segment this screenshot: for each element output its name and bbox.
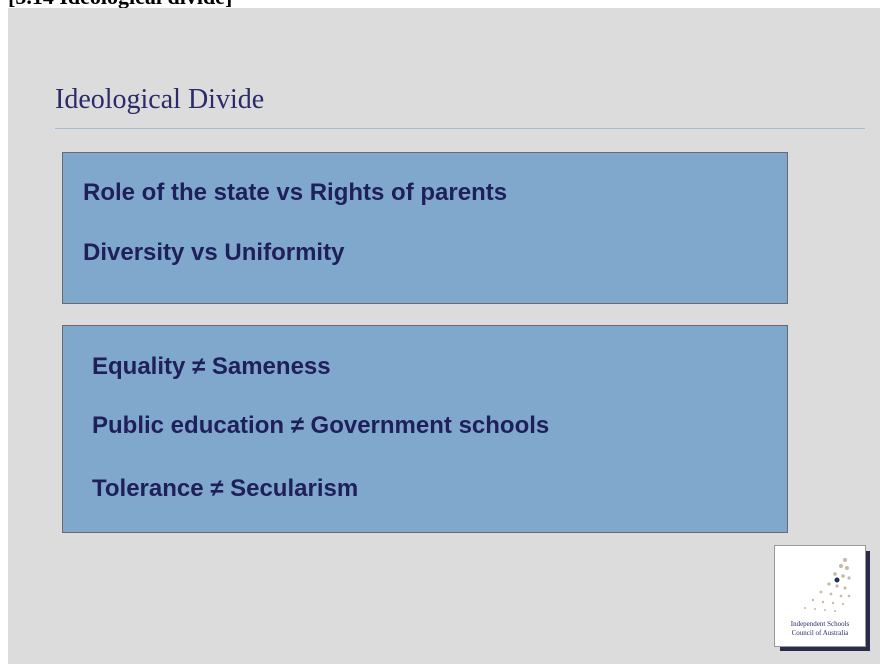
logo-dots	[804, 558, 851, 612]
text-box: Role of the state vs Rights of parents D…	[62, 152, 788, 304]
logo-text: Council of Australia	[791, 629, 849, 637]
logo: Independent Schools Council of Australia	[774, 545, 866, 647]
bullet-text: Role of the state vs Rights of parents	[83, 179, 508, 206]
logo-text: Independent Schools	[790, 620, 850, 628]
caption: [5.14 Ideological divide]	[8, 0, 232, 10]
slide-title: Ideological Divide	[55, 84, 265, 115]
text-box: Equality ≠ Sameness Public education ≠ G…	[62, 325, 788, 533]
bullet-text: Equality ≠ Sameness	[92, 353, 331, 380]
slide: Ideological Divide Role of the state vs …	[8, 8, 880, 664]
bullet-text: Tolerance ≠ Secularism	[92, 475, 359, 502]
bullet-text: Public education ≠ Government schools	[92, 412, 550, 439]
bullet-text: Diversity vs Uniformity	[83, 239, 345, 266]
title-rule	[55, 128, 865, 129]
